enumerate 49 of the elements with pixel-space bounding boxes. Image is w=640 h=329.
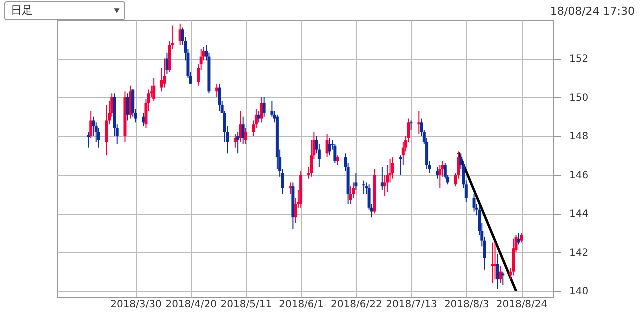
candlestick <box>491 242 494 284</box>
x-tick-label: 2018/6/22 <box>331 300 382 310</box>
candlestick <box>260 96 264 124</box>
y-tick-label: 150 <box>570 92 589 104</box>
text: 18/08/24 17:30 <box>550 5 635 18</box>
candlestick <box>410 120 413 131</box>
y-tick-label: 148 <box>570 132 589 143</box>
y-tick-label: 140 <box>570 286 589 298</box>
candlestick <box>336 155 340 166</box>
candlestick <box>391 157 394 180</box>
candlestick <box>326 134 329 158</box>
candlestick <box>399 155 402 176</box>
candlestick <box>236 132 240 154</box>
x-tick-label: 2018/7/13 <box>386 300 438 310</box>
x-tick-label: 2018/4/20 <box>166 300 217 310</box>
candlestick <box>438 164 442 190</box>
candlestick <box>472 194 476 212</box>
x-tick-label: 2018/8/24 <box>496 300 548 310</box>
candlestick <box>218 83 222 112</box>
candlestick <box>239 110 242 143</box>
x-tick-label: 2018/6/1 <box>279 300 324 310</box>
candlestick <box>166 52 169 75</box>
candlestick <box>90 110 93 139</box>
candlestick <box>262 96 266 118</box>
candlestick <box>152 78 156 102</box>
candlestick <box>242 116 245 144</box>
candlestick <box>328 138 332 156</box>
candlestick <box>334 143 337 164</box>
candlestick <box>163 58 166 88</box>
y-tick-label: 144 <box>570 209 589 220</box>
y-tick-label: 146 <box>570 170 589 182</box>
x-tick-label: 2018/8/3 <box>444 300 490 310</box>
candlestick <box>517 232 520 246</box>
candlestick <box>105 104 108 156</box>
x-tick-label: 2018/3/30 <box>110 300 162 310</box>
text: 日足 <box>11 4 33 17</box>
candlestick <box>234 134 237 148</box>
candlestick <box>244 128 248 144</box>
y-tick-label: 152 <box>570 54 589 66</box>
y-tick-label: 142 <box>570 248 589 259</box>
candlestick <box>354 172 358 191</box>
candlestick <box>520 232 524 244</box>
candlestick <box>349 186 352 205</box>
candlestick <box>418 110 421 135</box>
candlestick <box>499 266 502 284</box>
candlestick <box>512 238 516 276</box>
x-tick-label: 2018/5/11 <box>220 300 272 310</box>
candlestick <box>496 254 500 290</box>
candlestick <box>362 180 366 195</box>
